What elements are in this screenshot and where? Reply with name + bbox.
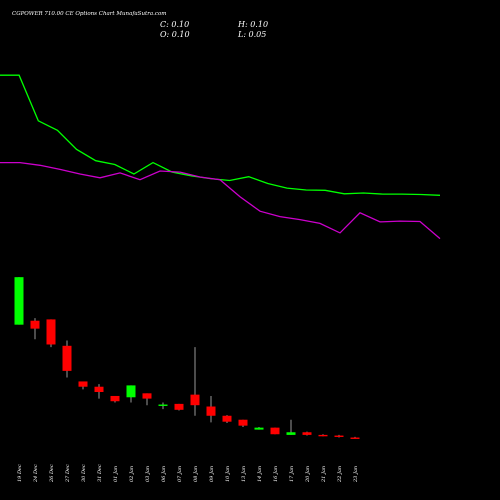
candle-body [350, 437, 360, 439]
x-tick-label: 06 Jan [161, 466, 167, 482]
magenta-average-line [0, 161, 441, 240]
x-tick-label: 10 Jan [225, 466, 231, 482]
candle-body [158, 404, 168, 406]
x-tick-label: 30 Dec [81, 464, 87, 482]
candle-body [206, 406, 216, 416]
candle-body [78, 381, 88, 387]
candle-body [334, 435, 344, 437]
x-tick-label: 31 Dec [97, 464, 103, 482]
candle-body [190, 394, 200, 406]
candle-body [142, 393, 152, 399]
open-price-label: O: 0.10 [160, 30, 190, 39]
candle [286, 419, 296, 435]
candle-body [238, 419, 248, 426]
candle [126, 385, 136, 403]
candle-body [30, 320, 40, 329]
x-tick-label: 26 Dec [49, 464, 55, 483]
candle-body [302, 432, 312, 435]
candle [254, 426, 264, 430]
candle [46, 319, 56, 348]
candle [318, 434, 328, 437]
candle [302, 431, 312, 436]
x-tick-label: 21 Jan [321, 466, 327, 483]
candle-body [94, 386, 104, 392]
x-tick-label: 02 Jan [129, 466, 135, 482]
low-price-label: L: 0.05 [237, 30, 266, 39]
candle-body [46, 319, 56, 345]
x-tick-label: 23 Jan [353, 466, 359, 483]
x-tick-label: 24 Dec [33, 464, 39, 483]
candle [142, 393, 152, 406]
candle [222, 415, 232, 424]
x-tick-label: 03 Jan [145, 466, 151, 482]
candle [94, 384, 104, 399]
candle [78, 381, 88, 390]
candle [30, 318, 40, 340]
candle-body [174, 403, 184, 410]
x-tick-label: 13 Jan [241, 466, 247, 482]
candle [238, 419, 248, 427]
x-tick-label: 16 Jan [273, 466, 279, 482]
candle [270, 427, 280, 435]
x-tick-label: 20 Jan [305, 466, 311, 483]
x-axis-tick-labels: 19 Dec 24 Dec 26 Dec 27 Dec 30 Dec 31 Dec 01 J… [17, 464, 359, 483]
candle-body [110, 395, 120, 402]
candle [174, 403, 184, 411]
chart-title: CGPOWER 710.00 CE Options Chart MunafaSu… [12, 11, 166, 17]
high-price-label: H: 0.10 [237, 20, 268, 29]
x-tick-label: 09 Jan [209, 466, 215, 482]
candle-body [270, 427, 280, 435]
x-tick-label: 27 Dec [65, 464, 71, 483]
x-tick-label: 17 Jan [289, 466, 295, 482]
x-tick-label: 08 Jan [193, 466, 199, 482]
green-average-line [0, 74, 441, 196]
candle-body [126, 385, 136, 398]
x-tick-label: 07 Jan [177, 466, 183, 482]
candle-body [62, 345, 72, 371]
candle-body [318, 434, 328, 437]
candle [206, 395, 216, 423]
candle-body [286, 432, 296, 435]
candle [110, 395, 120, 403]
x-tick-label: 14 Jan [257, 466, 263, 482]
candle-body [14, 277, 24, 325]
moving-average-lines [0, 74, 441, 240]
candle [334, 434, 344, 438]
candles [14, 277, 360, 439]
x-tick-label: 19 Dec [17, 464, 23, 482]
candle [158, 402, 168, 410]
candle [190, 347, 200, 416]
candle [62, 340, 72, 378]
candle [14, 277, 24, 325]
candle [350, 436, 360, 439]
close-price-label: C: 0.10 [160, 20, 189, 29]
x-tick-label: 22 Jan [337, 466, 343, 483]
candle-body [222, 415, 232, 422]
x-tick-label: 01 Jan [113, 466, 119, 482]
candle-body [254, 427, 264, 430]
